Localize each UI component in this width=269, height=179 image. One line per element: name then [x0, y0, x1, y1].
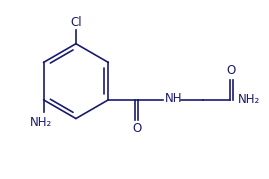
- Text: Cl: Cl: [70, 16, 82, 29]
- Text: NH₂: NH₂: [29, 116, 52, 129]
- Text: O: O: [132, 122, 141, 136]
- Text: O: O: [227, 64, 236, 77]
- Text: NH₂: NH₂: [238, 93, 260, 106]
- Text: NH: NH: [164, 92, 182, 105]
